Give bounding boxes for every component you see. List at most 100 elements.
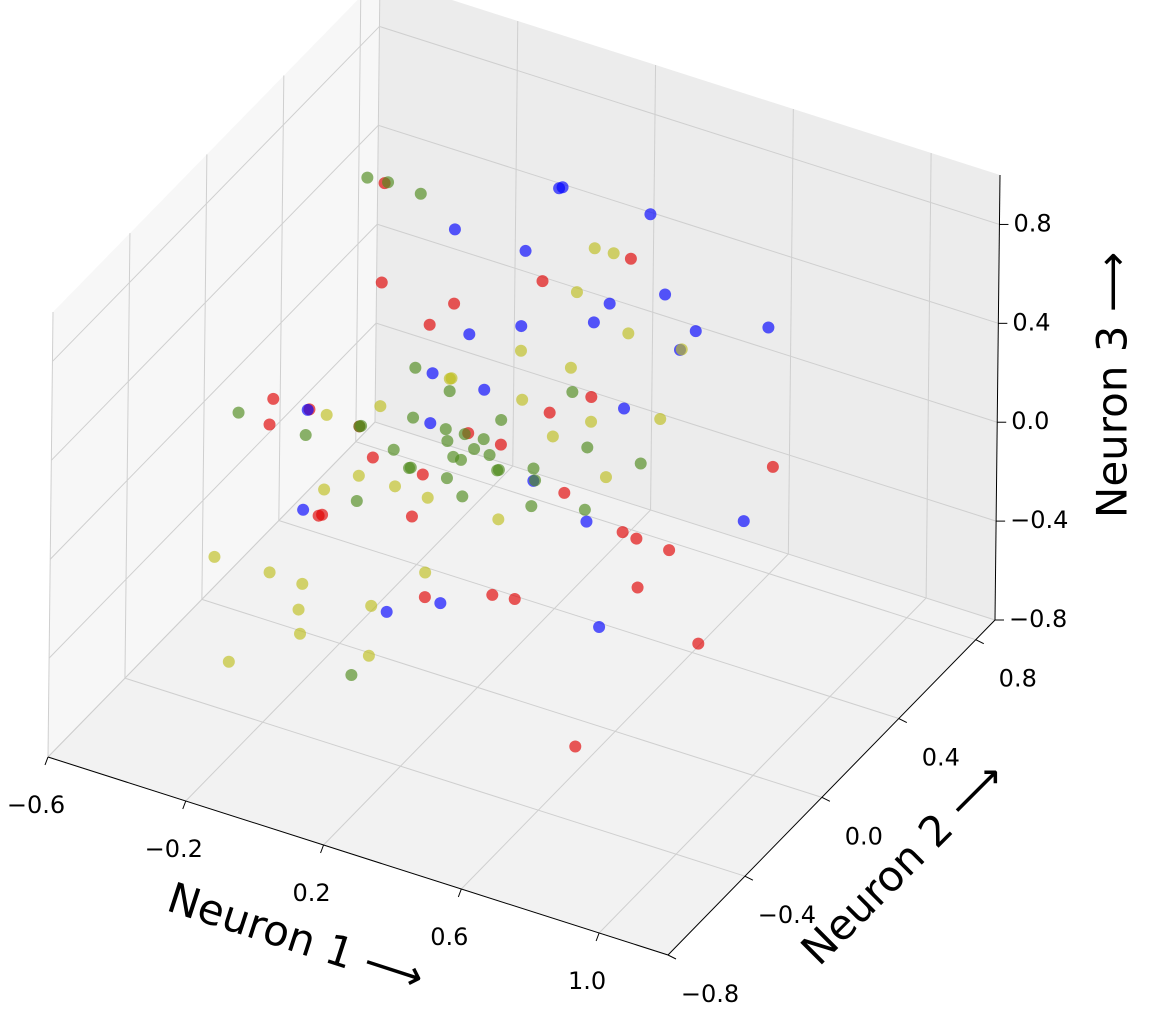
point	[486, 588, 499, 601]
point	[566, 386, 579, 399]
point	[361, 171, 374, 184]
point	[426, 367, 439, 380]
point	[529, 474, 542, 487]
panes	[48, 0, 1000, 955]
point	[495, 413, 508, 426]
point	[439, 423, 452, 436]
grid-line	[379, 25, 1000, 225]
grid-line	[52, 26, 380, 362]
x-tick-label: −0.6	[7, 791, 65, 819]
point	[478, 383, 491, 396]
grid-line	[124, 677, 746, 877]
x-tick	[182, 800, 187, 810]
point	[659, 288, 672, 301]
point	[519, 244, 532, 257]
z-tick-label: −0.4	[1010, 506, 1068, 534]
grid-line	[374, 421, 996, 621]
point	[689, 325, 702, 338]
point	[675, 343, 688, 356]
point	[416, 468, 429, 481]
point	[448, 223, 461, 236]
point	[294, 627, 307, 640]
z-tick-label: 0.4	[1012, 308, 1050, 336]
grid-line	[650, 64, 657, 511]
point	[622, 327, 635, 340]
point	[624, 252, 637, 265]
point	[737, 515, 750, 528]
point	[448, 297, 461, 310]
point	[267, 392, 280, 405]
point	[634, 457, 647, 470]
y-tick	[821, 796, 831, 802]
point	[581, 441, 594, 454]
point	[382, 176, 395, 189]
point	[208, 550, 221, 563]
point	[585, 391, 598, 404]
point	[654, 413, 667, 426]
x-tick-label: −0.2	[145, 835, 203, 863]
point	[301, 403, 314, 416]
point	[366, 451, 379, 464]
grid-line	[598, 597, 927, 934]
z-tick-label: −0.8	[1009, 605, 1067, 633]
z-tick-label: 0.0	[1011, 407, 1049, 435]
point	[536, 275, 549, 288]
point	[607, 247, 620, 260]
grid-line	[124, 233, 131, 679]
point	[292, 603, 305, 616]
point	[527, 462, 540, 475]
grid-line	[50, 124, 379, 461]
point	[766, 460, 779, 473]
z-axis	[994, 174, 1001, 621]
point	[644, 208, 657, 221]
y-tick	[898, 718, 908, 723]
grid-line	[278, 520, 899, 720]
point	[362, 649, 375, 662]
point	[603, 297, 616, 310]
point	[296, 577, 309, 590]
y-tick-label: −0.8	[681, 980, 739, 1008]
point	[599, 471, 612, 484]
point	[421, 491, 434, 504]
point	[365, 599, 378, 612]
point	[468, 443, 481, 456]
grid-line	[375, 322, 997, 522]
point	[494, 438, 507, 451]
y-axis	[667, 619, 996, 956]
point	[492, 513, 505, 526]
grid-line	[323, 509, 651, 846]
grid-line	[460, 553, 789, 890]
point	[318, 483, 331, 496]
point	[409, 361, 422, 374]
point	[630, 532, 643, 545]
grid-line	[512, 20, 519, 467]
point	[222, 655, 235, 668]
point	[558, 486, 571, 499]
point	[418, 591, 431, 604]
grid-line	[49, 223, 378, 560]
point	[389, 480, 402, 493]
point	[443, 372, 456, 385]
grid-line	[374, 0, 381, 423]
x-tick-label: 0.6	[430, 923, 468, 951]
point	[263, 418, 276, 431]
point	[374, 400, 387, 413]
y-tick-label: 0.4	[922, 744, 960, 772]
point	[477, 433, 490, 446]
grid-line	[201, 154, 208, 600]
point	[762, 321, 775, 334]
point	[320, 408, 333, 421]
z-axis-label: Neuron 3 ⟶	[1088, 252, 1137, 518]
point	[516, 393, 529, 406]
grid-line	[48, 322, 377, 659]
y-tick	[744, 875, 754, 881]
grid-line	[47, 311, 54, 758]
point	[618, 402, 631, 415]
points	[208, 171, 779, 753]
point	[407, 411, 420, 424]
point	[375, 276, 388, 289]
point	[588, 242, 601, 255]
point	[491, 464, 504, 477]
point	[424, 417, 437, 430]
